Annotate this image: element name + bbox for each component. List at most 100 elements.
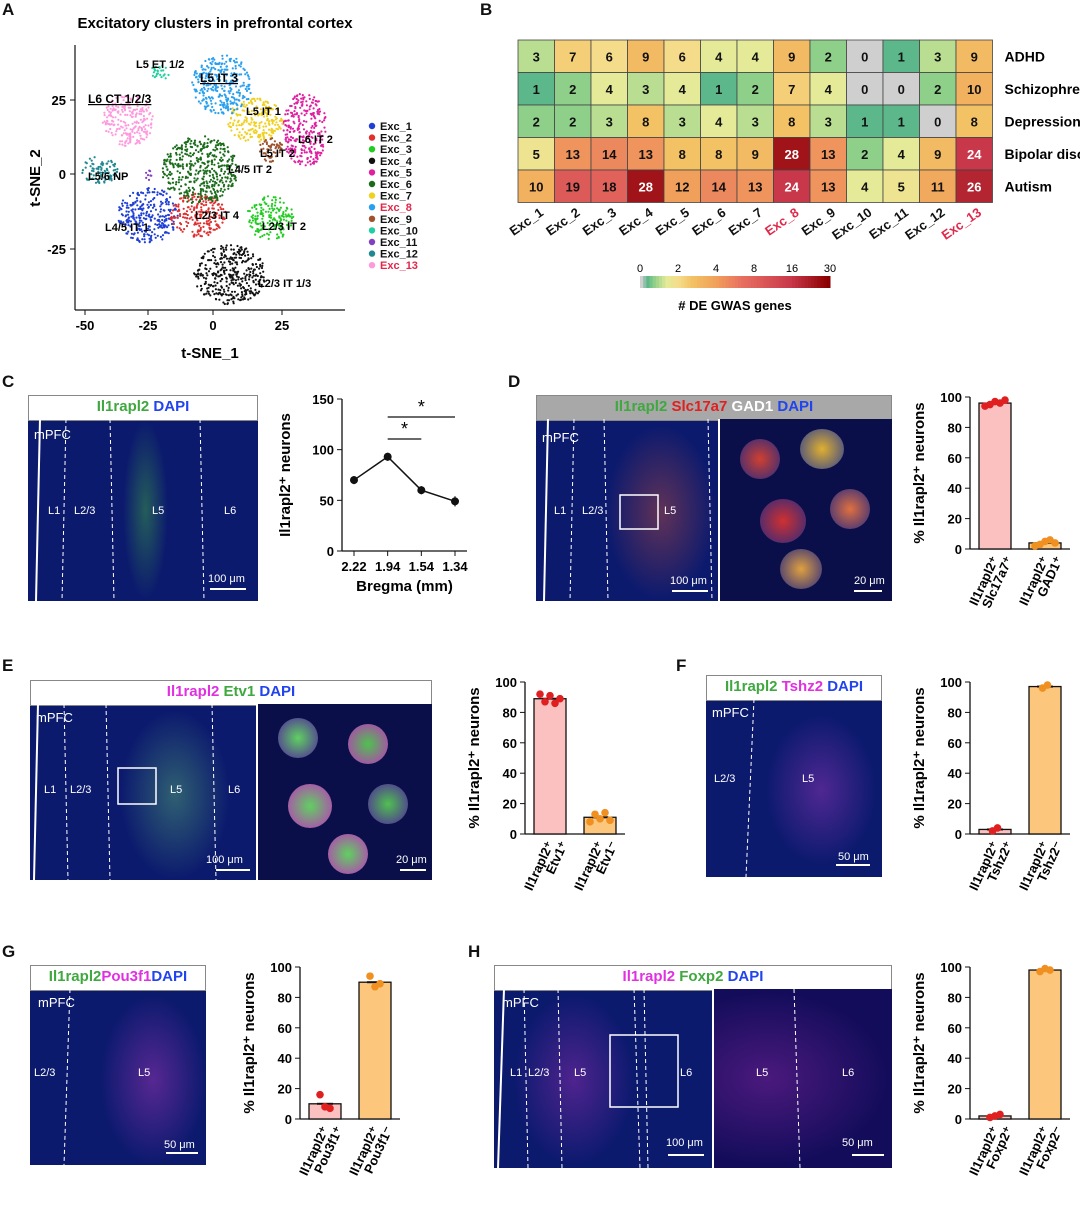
heatmap-cell — [846, 72, 884, 106]
heatmap-value: 3 — [752, 114, 759, 129]
heatmap-col-label: Exc_2 — [543, 205, 582, 239]
colorbar-segment — [668, 276, 673, 288]
data-point — [601, 808, 609, 817]
heatmap-value: 28 — [785, 147, 799, 162]
colorbar-segment — [782, 276, 787, 288]
heatmap-value: 0 — [861, 82, 868, 97]
heatmap-value: 19 — [566, 179, 580, 194]
colorbar-segment — [643, 276, 647, 288]
colorbar-label: # DE GWAS genes — [678, 298, 791, 313]
zoom-inset — [714, 989, 892, 1168]
panel-label-c: C — [2, 372, 15, 391]
header-stain: Il1rapl2 — [724, 678, 778, 695]
heatmap-cell — [955, 137, 993, 171]
heatmap-value: 4 — [715, 114, 723, 129]
data-point — [596, 815, 604, 823]
y-tick-label: 80 — [948, 990, 962, 1005]
y-tick-label: 60 — [278, 1021, 292, 1036]
micrograph-f-header: Il1rapl2 Tshz2 DAPI — [706, 675, 882, 701]
panel-label-e: E — [2, 656, 14, 675]
layer-label: L5 — [574, 1067, 587, 1079]
heatmap-row-label: Bipolar disorder — [1005, 146, 1080, 162]
layer-label: L2/3 — [528, 1067, 550, 1079]
heatmap-cell — [809, 104, 847, 138]
significance-star: * — [401, 419, 408, 439]
colorbar-segment — [741, 276, 745, 288]
x-tick-label: 1.34 — [442, 559, 468, 574]
legend-label: Exc_2 — [380, 133, 412, 145]
colorbar-segment — [801, 276, 806, 288]
y-tick-label: 100 — [940, 675, 962, 690]
y-tick-label: 80 — [503, 705, 517, 720]
y-tick-label: 40 — [948, 1051, 962, 1066]
cluster-label: L5 IT 3 — [200, 71, 238, 85]
heatmap-value: 4 — [715, 49, 723, 64]
legend-marker — [368, 146, 376, 153]
heatmap-value: 2 — [569, 82, 576, 97]
layer-boundaries — [35, 419, 246, 601]
cluster-label: L6 IT 2 — [298, 134, 333, 146]
y-tick-label: 100 — [940, 390, 962, 405]
data-point — [376, 979, 384, 988]
colorbar-segment — [700, 276, 704, 288]
y-tick-label: 40 — [948, 766, 962, 781]
layer-boundaries — [63, 989, 198, 1165]
micrograph-d-header: Il1rapl2 Slc17a7 GAD1 DAPI — [536, 395, 892, 421]
scale-bar-label: 100 μm — [206, 854, 243, 866]
y-tick-label: 60 — [503, 736, 517, 751]
legend-marker — [368, 157, 376, 164]
layer-boundaries — [543, 419, 882, 601]
legend-marker — [368, 227, 376, 234]
y-tick-label: 0 — [955, 542, 962, 557]
y-label: % Il1rapl2⁺ neurons — [911, 972, 928, 1113]
colorbar-segment — [826, 276, 831, 288]
heatmap-cell — [663, 169, 701, 203]
colorbar-tick: 8 — [751, 263, 757, 275]
y-tick-label: 40 — [503, 766, 517, 781]
legend-marker — [368, 238, 376, 246]
scale-bar-label: 50 μm — [164, 1139, 195, 1151]
heatmap-cell — [700, 137, 738, 171]
heatmap-value: 13 — [748, 179, 762, 194]
colorbar-tick: 4 — [713, 263, 719, 275]
heatmap-cell — [663, 72, 701, 106]
heatmap-cell — [809, 169, 847, 203]
colorbar-segment — [814, 276, 818, 288]
tsne-plot: Excitatory clusters in prefrontal cortex… — [27, 15, 418, 362]
colorbar-segment — [738, 276, 742, 288]
tsne-x-label: t-SNE_1 — [181, 345, 239, 362]
x-label: Bregma (mm) — [356, 578, 453, 595]
colorbar-segment — [773, 276, 777, 288]
heatmap-value: 12 — [675, 179, 689, 194]
heatmap-value: 6 — [606, 49, 613, 64]
y-tick-label: 0 — [285, 1112, 292, 1127]
heatmap-cell — [554, 137, 592, 171]
colorbar-segment — [744, 276, 749, 288]
heatmap-value: 7 — [569, 49, 576, 64]
layer-label: L6 — [680, 1067, 693, 1079]
heatmap-cell — [736, 137, 774, 171]
heatmap-row-label: Depression — [1005, 113, 1080, 129]
heatmap-col-label: Exc_10 — [829, 205, 874, 243]
heatmap-cell — [955, 104, 993, 138]
cluster-label: L2/3 IT 4 — [195, 210, 240, 222]
significance-star: * — [418, 397, 425, 417]
cluster-label: L6 CT 1/2/3 — [88, 92, 152, 106]
colorbar-segment — [659, 276, 663, 288]
panel-label-h: H — [468, 942, 481, 961]
stain-band — [766, 715, 876, 865]
heatmap-cell — [700, 169, 738, 203]
y-tick-label: 20 — [503, 797, 517, 812]
micrograph-h: Il1rapl2 Foxp2 DAPI mPFC L1 L2/3 L5 L6 L… — [494, 965, 892, 1168]
data-point — [451, 497, 459, 506]
stain-band — [606, 425, 716, 600]
tsne-y-label: t-SNE_2 — [27, 149, 44, 207]
heatmap-value: 26 — [967, 179, 981, 194]
heatmap-cell — [627, 169, 665, 203]
y-label: % Il1rapl2⁺ neurons — [241, 972, 258, 1113]
y-tick-label: 40 — [278, 1051, 292, 1066]
colorbar-segment — [722, 276, 726, 288]
heatmap-value: 2 — [752, 82, 759, 97]
cluster-label: L5 IT 2 — [260, 148, 295, 160]
